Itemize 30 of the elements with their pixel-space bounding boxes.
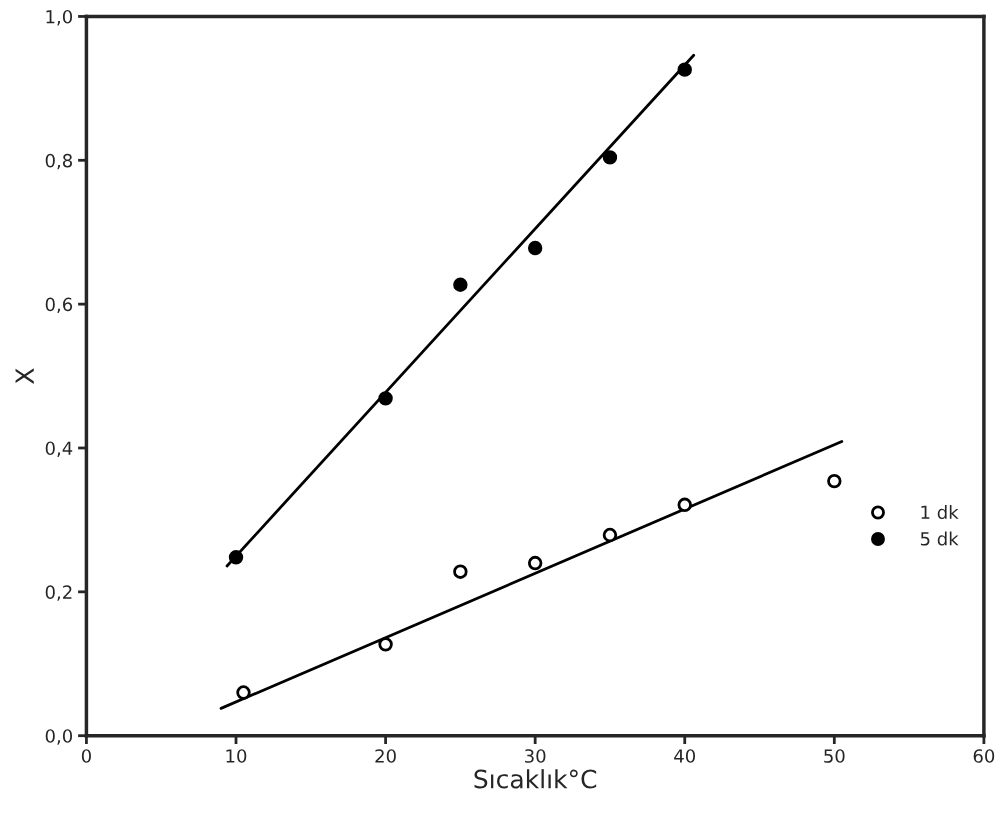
point — [602, 527, 618, 543]
point — [453, 564, 468, 579]
point — [527, 555, 543, 571]
x-tick-label: 30 — [525, 749, 546, 763]
point — [378, 637, 393, 652]
x-tick-label: 20 — [375, 749, 396, 763]
y-tick-label: 0,0 — [45, 729, 73, 745]
x-tick-label: 50 — [824, 749, 845, 763]
point — [236, 685, 251, 700]
y-tick-label: 0,6 — [45, 297, 73, 314]
point — [677, 62, 692, 77]
legend-label: 1 dk — [921, 505, 959, 520]
y-tick-label: 0,2 — [45, 585, 72, 601]
legend-label: 5 dk — [920, 531, 959, 546]
y-tick-label: 0,8 — [45, 153, 72, 170]
x-tick-label: 60 — [973, 749, 995, 763]
y-tick-label: 0,4 — [45, 441, 73, 457]
y-axis-title: X — [15, 368, 34, 384]
point — [228, 550, 244, 565]
point — [453, 277, 468, 292]
x-tick-label: 0 — [81, 749, 91, 763]
x-tick-label: 10 — [226, 749, 247, 763]
y-tick-label: 1,0 — [46, 9, 73, 26]
point — [827, 473, 842, 489]
x-axis-title: Sıcaklık°C — [474, 769, 597, 789]
point — [378, 391, 393, 406]
point — [527, 240, 543, 256]
point — [677, 497, 692, 513]
point — [602, 150, 618, 165]
x-tick-label: 40 — [674, 749, 696, 763]
